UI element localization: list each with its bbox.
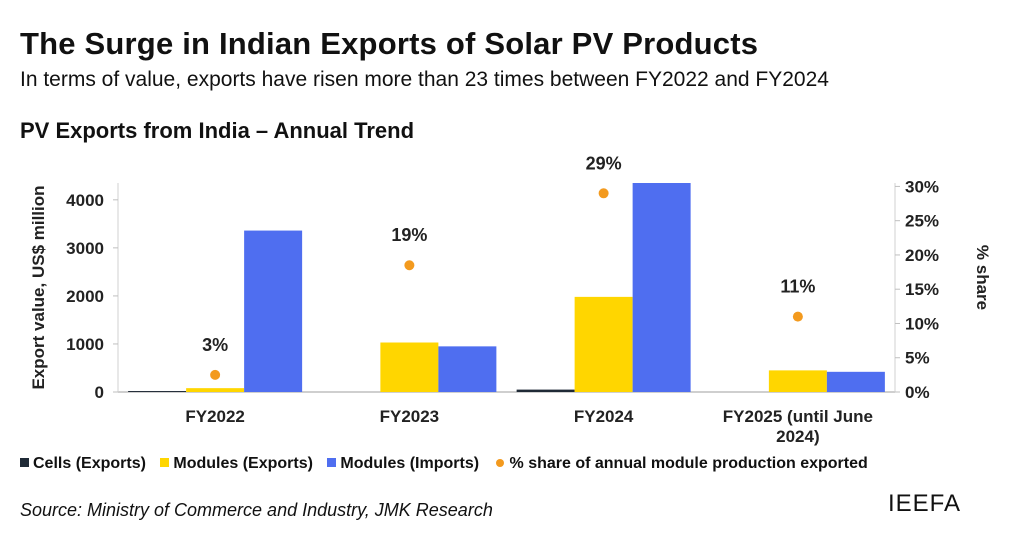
share-point [792, 311, 803, 322]
share-data-label: 3% [202, 335, 228, 355]
share-data-label: 19% [391, 225, 427, 245]
x-tick-label: FY2022 [185, 407, 245, 426]
y-tick-label: 4000 [66, 191, 104, 210]
bar-modules-exports [574, 296, 633, 392]
legend-label-share: % share of annual module production expo… [509, 455, 868, 472]
share-data-label: 29% [586, 153, 622, 173]
bar-modules-imports [438, 346, 497, 392]
y2-tick-label: 20% [905, 246, 939, 265]
legend-swatch-modules-imports [327, 458, 337, 467]
y-tick-label: 2000 [66, 287, 104, 306]
legend-item-share: % share of annual module production expo… [494, 455, 868, 473]
legend-label-modules-imports: Modules (Imports) [340, 455, 480, 472]
bar-modules-imports [244, 230, 303, 392]
brand-logo: IEEFA [888, 490, 962, 517]
x-tick-label: 2024) [776, 427, 819, 446]
y2-tick-label: 15% [905, 280, 939, 299]
share-point [404, 260, 415, 271]
legend-item-cells: Cells (Exports) [20, 455, 146, 473]
share-data-label: 11% [780, 277, 815, 297]
share-point [598, 188, 609, 199]
page-title: The Surge in Indian Exports of Solar PV … [20, 26, 759, 61]
legend-swatch-cells [20, 458, 29, 467]
page-subtitle: In terms of value, exports have risen mo… [20, 68, 829, 91]
bar-chart: 0 1000 2000 3000 4000 0% 5% 10% 15% 20% 25% 30% Expo… [29, 153, 992, 446]
legend-label-modules-exports: Modules (Exports) [173, 455, 313, 472]
y2-tick-label: 0% [905, 383, 930, 402]
y-axis-title: Export value, US$ million [29, 185, 48, 389]
bar-cells-exports [516, 389, 575, 392]
x-tick-label: FY2024 [574, 407, 634, 426]
source-note: Source: Ministry of Commerce and Industr… [20, 500, 493, 520]
legend-label-cells: Cells (Exports) [33, 455, 146, 472]
y-tick-label: 0 [95, 383, 104, 402]
legend-marker-share [495, 459, 504, 467]
y-tick-label: 1000 [66, 335, 104, 354]
y2-tick-label: 30% [905, 177, 939, 196]
bar-modules-imports [826, 371, 885, 392]
x-tick-label: FY2023 [380, 407, 440, 426]
y2-axis-title: % share [973, 245, 992, 310]
chart-title: PV Exports from India – Annual Trend [20, 118, 415, 143]
legend-item-modules-exports: Modules (Exports) [160, 455, 313, 473]
bar-modules-imports [632, 183, 691, 392]
chart-legend: Cells (Exports) Modules (Exports) Module… [20, 455, 878, 473]
bar-modules-exports [768, 370, 827, 392]
y-tick-label: 3000 [66, 239, 104, 258]
y2-tick-label: 10% [905, 314, 939, 333]
legend-swatch-modules-exports [160, 458, 170, 467]
legend-item-modules-imports: Modules (Imports) [327, 455, 479, 473]
y2-tick-label: 25% [905, 212, 939, 231]
y2-tick-label: 5% [905, 349, 930, 368]
bar-modules-exports [186, 388, 245, 392]
bar-modules-exports [380, 342, 439, 392]
x-tick-label: FY2025 (until June [723, 407, 873, 426]
share-point [210, 369, 221, 380]
bar-cells-exports [128, 391, 187, 392]
